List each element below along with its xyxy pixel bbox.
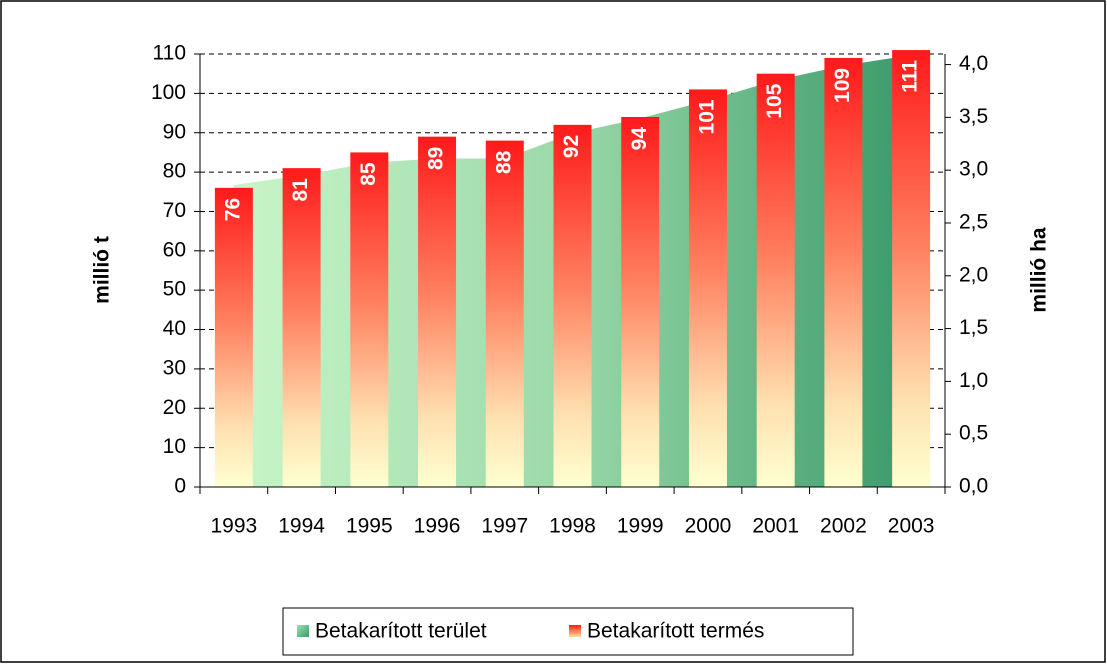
bar: [621, 116, 660, 488]
legend-swatch: [297, 625, 309, 637]
bar: [282, 168, 321, 487]
y2-tick-label: 0,5: [959, 422, 988, 445]
x-tick-label: 2003: [888, 515, 935, 538]
y-tick-label: 100: [151, 81, 186, 104]
y2-tick-label: 2,5: [959, 211, 988, 234]
bar: [350, 152, 389, 487]
y2-axis-label: millió ha: [1028, 227, 1051, 313]
bar-value-label: 94: [628, 127, 651, 151]
legend-swatch: [569, 625, 581, 637]
x-tick-label: 1999: [617, 515, 664, 538]
x-tick-label: 2000: [685, 515, 732, 538]
bar: [485, 140, 524, 487]
bar-value-label: 105: [763, 83, 786, 118]
y-tick-label: 40: [163, 317, 186, 340]
bar-value-label: 88: [492, 150, 515, 174]
x-tick-label: 1998: [549, 515, 596, 538]
bar-value-label: 101: [696, 99, 719, 134]
bar: [553, 124, 592, 487]
y-axis-label: millió t: [91, 236, 114, 304]
bar-value-label: 92: [560, 135, 583, 158]
y-tick-label: 20: [163, 396, 186, 419]
y2-tick-label: 3,5: [959, 105, 988, 128]
x-tick-label: 2002: [820, 515, 867, 538]
y2-tick-label: 1,0: [959, 369, 988, 392]
y2-tick-label: 4,0: [959, 52, 988, 75]
bar: [688, 89, 727, 487]
bar-value-label: 81: [289, 178, 312, 202]
y2-tick-label: 1,5: [959, 316, 988, 339]
legend-label: Betakarított termés: [587, 620, 764, 643]
bar: [892, 50, 931, 488]
y-tick-label: 30: [163, 356, 186, 379]
legend-box: [282, 607, 854, 656]
bar-value-label: 85: [357, 162, 380, 186]
x-tick-label: 1994: [278, 515, 325, 538]
x-tick-label: 1997: [481, 515, 528, 538]
bar: [824, 57, 863, 487]
bar: [214, 187, 253, 487]
y-tick-label: 60: [163, 238, 186, 261]
y-tick-label: 70: [163, 199, 186, 222]
bar: [756, 73, 795, 487]
y-tick-label: 0: [174, 475, 186, 498]
y2-tick-label: 3,0: [959, 158, 988, 181]
bar-value-label: 111: [899, 60, 922, 93]
bar-value-label: 76: [221, 198, 244, 221]
bar: [418, 136, 457, 487]
y2-tick-label: 0,0: [959, 475, 988, 498]
y-tick-label: 50: [163, 278, 186, 301]
y-tick-label: 10: [163, 435, 186, 458]
y-tick-label: 110: [153, 42, 186, 65]
bar-value-label: 89: [425, 147, 448, 170]
bar-value-label: 109: [831, 68, 854, 103]
x-tick-label: 2001: [752, 515, 799, 538]
y-tick-label: 90: [163, 120, 186, 143]
x-tick-label: 1993: [211, 515, 258, 538]
y-tick-label: 80: [163, 160, 186, 183]
y2-tick-label: 2,0: [959, 263, 988, 286]
x-tick-label: 1996: [414, 515, 461, 538]
legend-label: Betakarított terület: [315, 620, 487, 643]
x-tick-label: 1995: [346, 515, 393, 538]
